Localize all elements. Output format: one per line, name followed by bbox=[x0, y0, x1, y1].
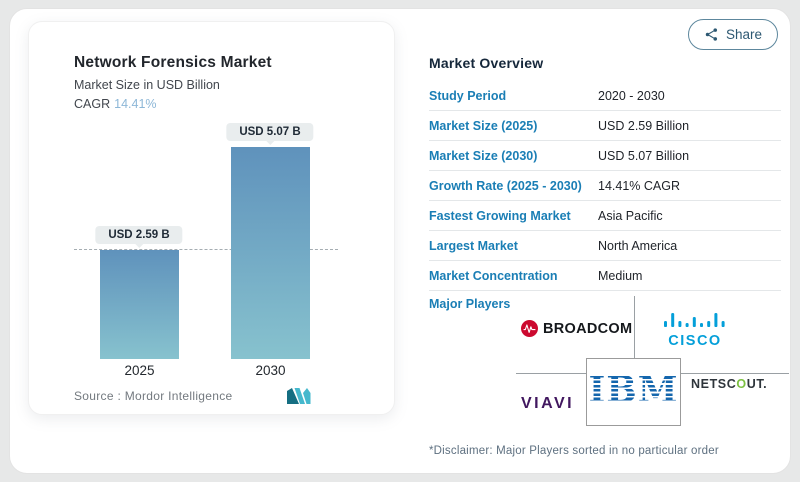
market-size-chart-card: Network Forensics Market Market Size in … bbox=[28, 21, 395, 415]
share-icon bbox=[705, 28, 717, 41]
row-label: Market Concentration bbox=[429, 268, 558, 283]
netscout-wordmark-pre: NETSC bbox=[691, 377, 737, 391]
ibm-wordmark: IBM bbox=[588, 369, 679, 411]
share-button[interactable]: Share bbox=[687, 19, 778, 50]
cagr-label: CAGR bbox=[74, 97, 111, 111]
row-value: Asia Pacific bbox=[598, 208, 663, 223]
table-row-market-size-2030: Market Size (2030) USD 5.07 Billion bbox=[429, 141, 781, 171]
market-report-card: Network Forensics Market Market Size in … bbox=[9, 8, 791, 474]
reference-dashed-line bbox=[74, 249, 338, 251]
broadcom-icon bbox=[521, 320, 538, 337]
overview-heading: Market Overview bbox=[429, 55, 544, 71]
row-label: Largest Market bbox=[429, 238, 518, 253]
table-row-largest-market: Largest Market North America bbox=[429, 231, 781, 261]
netscout-wordmark-post: UT. bbox=[746, 377, 768, 391]
cisco-logo: CISCO bbox=[661, 311, 729, 349]
table-row-growth-rate: Growth Rate (2025 - 2030) 14.41% CAGR bbox=[429, 171, 781, 201]
row-label: Study Period bbox=[429, 88, 507, 103]
market-overview-panel: Share Market Overview Study Period 2020 … bbox=[421, 9, 790, 473]
row-value: USD 5.07 Billion bbox=[598, 148, 690, 163]
viavi-logo: VIAVI bbox=[521, 395, 575, 412]
row-value: 14.41% CAGR bbox=[598, 178, 680, 193]
share-label: Share bbox=[725, 27, 762, 42]
cisco-bars-icon bbox=[664, 313, 725, 327]
logo-grid-vertical-divider bbox=[634, 296, 635, 359]
netscout-logo: NETSCOUT. bbox=[691, 377, 767, 391]
bar-2025 bbox=[100, 250, 179, 359]
bar-2030 bbox=[231, 146, 310, 359]
netscout-green-o: O bbox=[736, 377, 747, 391]
table-row-study-period: Study Period 2020 - 2030 bbox=[429, 81, 781, 111]
disclaimer-text: *Disclaimer: Major Players sorted in no … bbox=[429, 445, 719, 457]
row-label: Fastest Growing Market bbox=[429, 208, 571, 223]
ibm-logo: IBM bbox=[586, 358, 681, 426]
mordor-intelligence-logo-icon bbox=[287, 388, 311, 404]
chart-cagr-line: CAGR 14.41% bbox=[74, 97, 157, 111]
source-attribution: Source : Mordor Intelligence bbox=[74, 389, 233, 403]
row-label: Market Size (2025) bbox=[429, 118, 538, 133]
table-row-market-size-2025: Market Size (2025) USD 2.59 Billion bbox=[429, 111, 781, 141]
table-row-fastest-growing-market: Fastest Growing Market Asia Pacific bbox=[429, 201, 781, 231]
cisco-wordmark: CISCO bbox=[668, 333, 722, 349]
broadcom-logo: BROADCOM bbox=[521, 320, 632, 337]
bar-value-label-2025: USD 2.59 B bbox=[95, 226, 183, 245]
row-value: 2020 - 2030 bbox=[598, 88, 665, 103]
x-axis-label-2025: 2025 bbox=[124, 363, 155, 378]
row-value: North America bbox=[598, 238, 678, 253]
chart-title: Network Forensics Market bbox=[74, 54, 272, 71]
row-value: Medium bbox=[598, 268, 643, 283]
bar-value-label-2030: USD 5.07 B bbox=[226, 122, 314, 141]
cagr-value: 14.41% bbox=[114, 97, 157, 111]
x-axis-label-2030: 2030 bbox=[255, 363, 286, 378]
row-label: Market Size (2030) bbox=[429, 148, 538, 163]
table-row-market-concentration: Market Concentration Medium bbox=[429, 261, 781, 291]
row-value: USD 2.59 Billion bbox=[598, 118, 690, 133]
major-players-label: Major Players bbox=[429, 297, 511, 311]
chart-subtitle: Market Size in USD Billion bbox=[74, 78, 220, 92]
row-label: Growth Rate (2025 - 2030) bbox=[429, 178, 582, 193]
broadcom-wordmark: BROADCOM bbox=[543, 320, 633, 337]
overview-table: Study Period 2020 - 2030 Market Size (20… bbox=[429, 81, 781, 291]
